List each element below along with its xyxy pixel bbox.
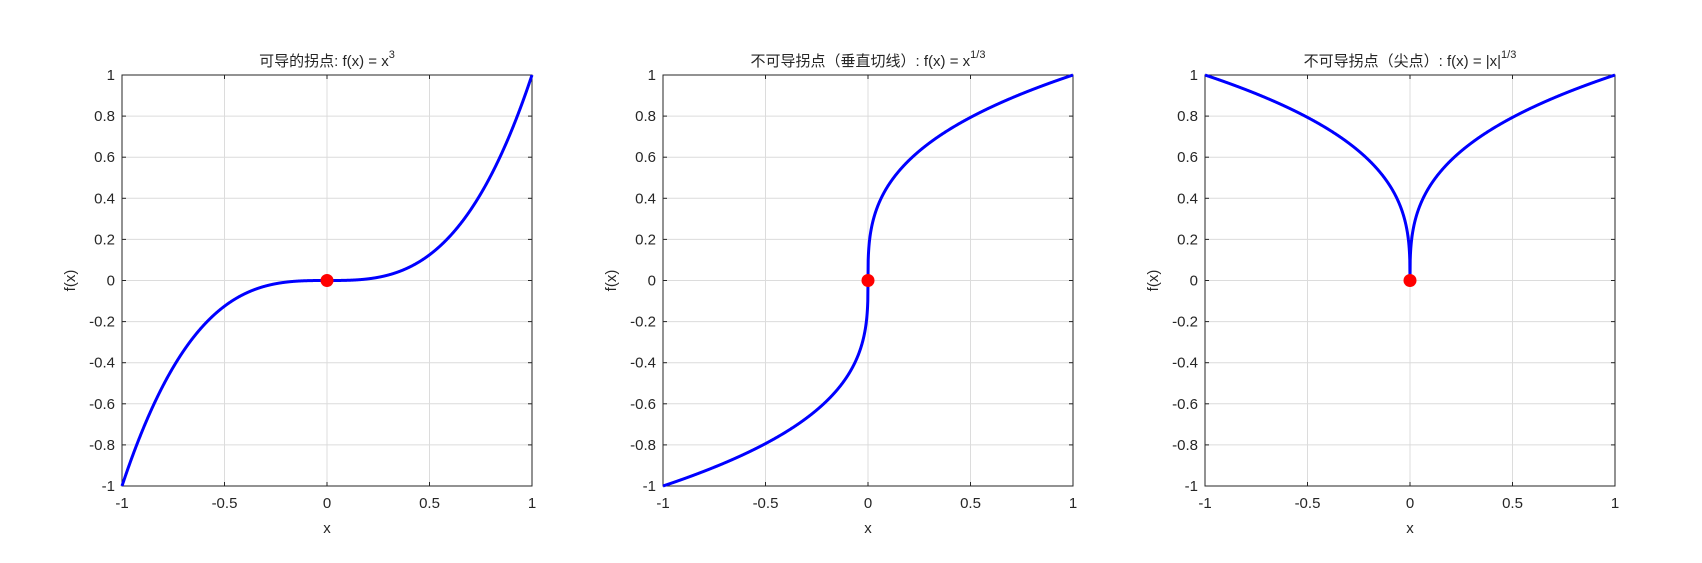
y-tick-label: -0.6 [630,396,656,413]
inflection-point-marker [320,274,334,287]
chart-title-text: 可导的拐点: f(x) = x [259,53,389,70]
x-tick-label: -1 [656,495,669,512]
subplot-2: -1 -0.5 0 0.5 1 -1 -0.8 -0.6 -0.4 -0.2 0 0.2 0.4 0.6 0… [603,49,1077,537]
y-tick-label: 0.8 [94,108,115,125]
inflection-point-marker [1403,274,1417,287]
y-tick-label: 0.8 [635,108,656,125]
y-tick-label: -0.4 [89,355,115,372]
y-tick-label: 1 [1190,67,1198,84]
y-tick-label: 1 [648,67,656,84]
chart-title: 可导的拐点: f(x) = x3 [259,49,395,70]
y-axis-label: f(x) [62,270,79,292]
y-tick-label: 0.8 [1177,108,1198,125]
chart-title-superscript: 1/3 [1501,49,1516,61]
x-tick-label: -1 [1198,495,1211,512]
y-tick-label: 0.4 [1177,190,1198,207]
x-tick-label: -1 [115,495,128,512]
chart-title-text: 不可导拐点（尖点）: f(x) = |x| [1304,53,1501,70]
x-axis-label: x [1406,520,1414,537]
y-tick-label: -1 [643,478,656,495]
y-tick-label: 0.6 [1177,149,1198,166]
y-tick-label: -0.8 [1172,437,1198,454]
y-tick-label: 0.2 [1177,231,1198,248]
y-tick-label: -0.8 [630,437,656,454]
axes-box [1204,74,1616,487]
x-tick-label: 1 [1611,495,1619,512]
y-tick-label: -1 [102,478,115,495]
y-tick-label: -0.2 [89,314,115,331]
axes-box [121,74,533,487]
y-axis-label: f(x) [603,270,620,292]
y-tick-label: -0.4 [630,355,656,372]
x-axis-label: x [323,520,331,537]
y-tick-label: -0.2 [1172,314,1198,331]
x-tick-label: 0 [323,495,331,512]
chart-title-text: 不可导拐点（垂直切线）: f(x) = x [751,53,971,70]
x-tick-label: -0.5 [753,495,779,512]
x-axis-label: x [864,520,872,537]
chart-title: 不可导拐点（尖点）: f(x) = |x|1/3 [1304,49,1517,70]
y-tick-label: -0.2 [630,314,656,331]
x-tick-label: 0.5 [960,495,981,512]
y-tick-label: 0 [648,273,656,290]
subplot-1: -1 -0.5 0 0.5 1 -1 -0.8 -0.6 -0.4 -0.2 0 0.2 0.4 0.6 0… [62,49,536,537]
y-tick-label: 0.4 [635,190,656,207]
x-tick-label: 0 [1406,495,1414,512]
axes-box [662,74,1074,487]
y-tick-label: 0 [107,273,115,290]
y-tick-label: 0.2 [94,231,115,248]
x-tick-label: 1 [1069,495,1077,512]
x-tick-label: -0.5 [1295,495,1321,512]
y-tick-label: -1 [1185,478,1198,495]
x-tick-label: 0 [864,495,872,512]
x-tick-label: -0.5 [212,495,238,512]
y-tick-label: -0.4 [1172,355,1198,372]
y-tick-label: 0 [1190,273,1198,290]
y-tick-label: 0.4 [94,190,115,207]
x-tick-label: 1 [528,495,536,512]
y-tick-label: 0.6 [94,149,115,166]
y-tick-label: 1 [107,67,115,84]
inflection-point-marker [861,274,875,287]
y-tick-label: -0.6 [1172,396,1198,413]
chart-title: 不可导拐点（垂直切线）: f(x) = x1/3 [751,49,986,70]
chart-title-superscript: 1/3 [970,49,985,61]
y-axis-label: f(x) [1145,270,1162,292]
x-tick-label: 0.5 [419,495,440,512]
y-tick-label: -0.6 [89,396,115,413]
y-tick-label: -0.8 [89,437,115,454]
chart-title-superscript: 3 [389,49,395,61]
subplot-3: -1 -0.5 0 0.5 1 -1 -0.8 -0.6 -0.4 -0.2 0 0.2 0.4 0.6 0… [1145,49,1619,537]
y-tick-label: 0.6 [635,149,656,166]
x-tick-label: 0.5 [1502,495,1523,512]
y-tick-label: 0.2 [635,231,656,248]
